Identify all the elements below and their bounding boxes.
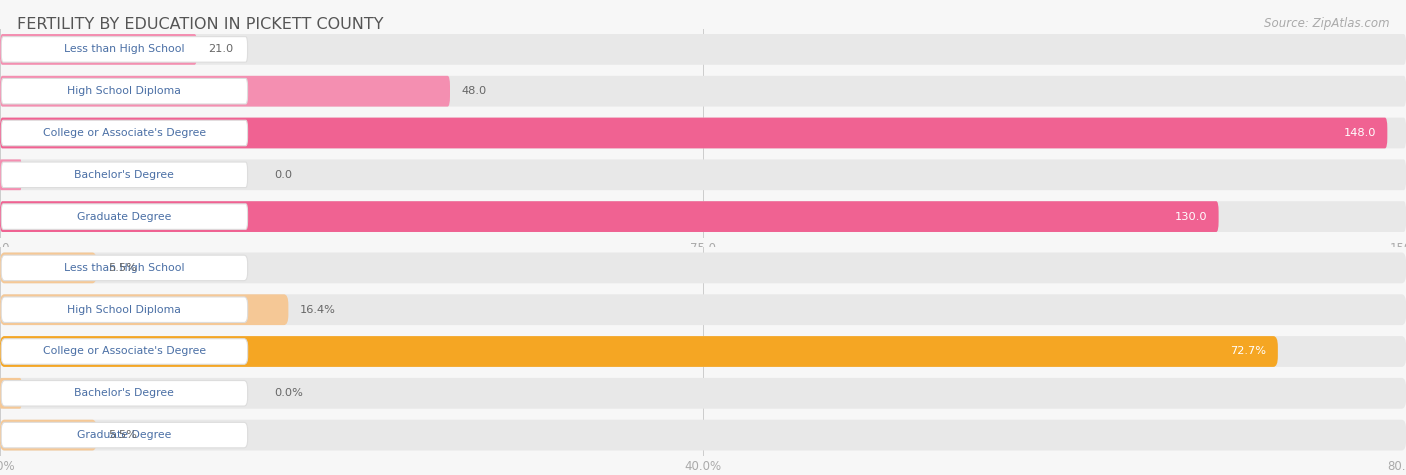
- Text: 16.4%: 16.4%: [299, 304, 336, 315]
- FancyBboxPatch shape: [1, 422, 247, 448]
- FancyBboxPatch shape: [0, 118, 1388, 148]
- Text: 148.0: 148.0: [1344, 128, 1376, 138]
- FancyBboxPatch shape: [0, 294, 1406, 325]
- Text: 5.5%: 5.5%: [108, 263, 136, 273]
- FancyBboxPatch shape: [0, 160, 1406, 190]
- FancyBboxPatch shape: [1, 120, 247, 146]
- Text: 0.0%: 0.0%: [274, 388, 304, 399]
- Text: Source: ZipAtlas.com: Source: ZipAtlas.com: [1264, 17, 1389, 29]
- FancyBboxPatch shape: [0, 34, 197, 65]
- FancyBboxPatch shape: [1, 78, 247, 104]
- Text: FERTILITY BY EDUCATION IN PICKETT COUNTY: FERTILITY BY EDUCATION IN PICKETT COUNTY: [17, 17, 384, 32]
- FancyBboxPatch shape: [0, 294, 288, 325]
- FancyBboxPatch shape: [0, 76, 450, 106]
- FancyBboxPatch shape: [1, 339, 247, 364]
- Text: 21.0: 21.0: [208, 44, 233, 55]
- FancyBboxPatch shape: [0, 76, 1406, 106]
- Text: High School Diploma: High School Diploma: [67, 304, 181, 315]
- FancyBboxPatch shape: [0, 420, 97, 450]
- FancyBboxPatch shape: [0, 420, 1406, 450]
- FancyBboxPatch shape: [0, 201, 1219, 232]
- FancyBboxPatch shape: [0, 160, 21, 190]
- Text: Less than High School: Less than High School: [65, 44, 184, 55]
- FancyBboxPatch shape: [1, 204, 247, 229]
- FancyBboxPatch shape: [0, 378, 1406, 408]
- Text: High School Diploma: High School Diploma: [67, 86, 181, 96]
- Text: Bachelor's Degree: Bachelor's Degree: [75, 388, 174, 399]
- FancyBboxPatch shape: [1, 255, 247, 281]
- Text: Graduate Degree: Graduate Degree: [77, 430, 172, 440]
- FancyBboxPatch shape: [1, 297, 247, 323]
- FancyBboxPatch shape: [1, 380, 247, 406]
- FancyBboxPatch shape: [0, 34, 1406, 65]
- Text: Graduate Degree: Graduate Degree: [77, 211, 172, 222]
- Text: 5.5%: 5.5%: [108, 430, 136, 440]
- FancyBboxPatch shape: [0, 253, 1406, 283]
- FancyBboxPatch shape: [0, 118, 1406, 148]
- Text: 0.0: 0.0: [274, 170, 292, 180]
- Text: College or Associate's Degree: College or Associate's Degree: [42, 346, 207, 357]
- FancyBboxPatch shape: [0, 378, 21, 408]
- Text: 130.0: 130.0: [1174, 211, 1208, 222]
- Text: College or Associate's Degree: College or Associate's Degree: [42, 128, 207, 138]
- FancyBboxPatch shape: [0, 201, 1406, 232]
- Text: Bachelor's Degree: Bachelor's Degree: [75, 170, 174, 180]
- FancyBboxPatch shape: [0, 336, 1278, 367]
- FancyBboxPatch shape: [1, 162, 247, 188]
- FancyBboxPatch shape: [0, 336, 1406, 367]
- Text: 72.7%: 72.7%: [1230, 346, 1267, 357]
- Text: Less than High School: Less than High School: [65, 263, 184, 273]
- Text: 48.0: 48.0: [461, 86, 486, 96]
- FancyBboxPatch shape: [0, 253, 97, 283]
- FancyBboxPatch shape: [1, 37, 247, 62]
